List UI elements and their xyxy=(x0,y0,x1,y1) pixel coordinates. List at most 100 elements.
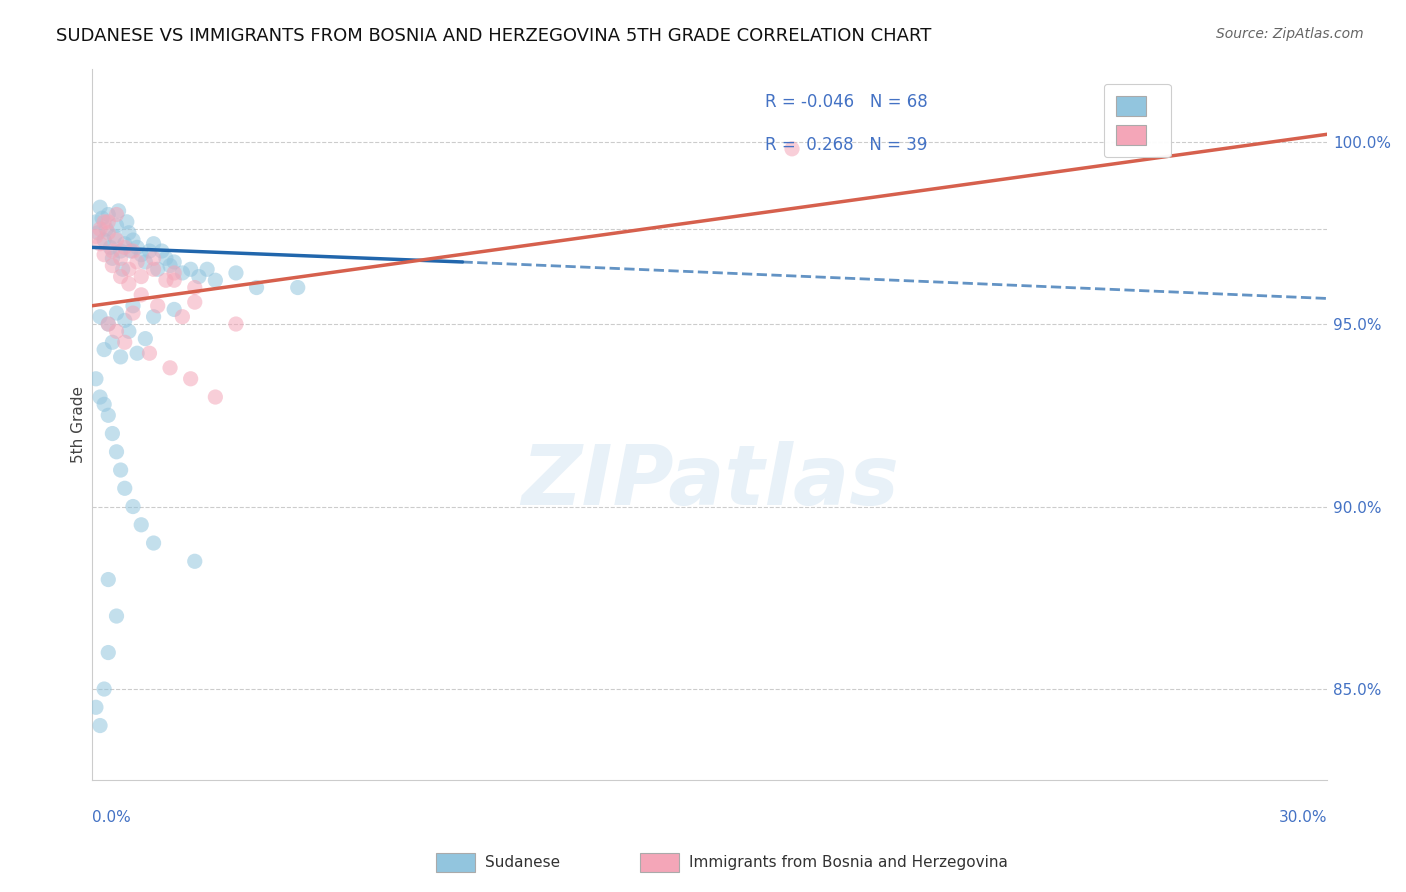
Point xyxy=(103,229,125,244)
Point xyxy=(93,681,115,696)
Point xyxy=(97,409,120,423)
Point xyxy=(97,573,120,587)
Y-axis label: 5th Grade: 5th Grade xyxy=(72,386,86,463)
Point xyxy=(163,266,186,280)
Point xyxy=(101,335,124,350)
Point xyxy=(155,273,177,287)
Point xyxy=(110,463,132,477)
Text: R = -0.046   N = 68: R = -0.046 N = 68 xyxy=(765,94,928,112)
Point xyxy=(84,700,107,714)
Point xyxy=(84,229,107,244)
Point xyxy=(89,310,111,324)
Point xyxy=(780,142,803,156)
Point xyxy=(105,609,128,624)
Point xyxy=(105,324,128,338)
Point xyxy=(105,444,128,458)
Point xyxy=(107,203,129,218)
Point xyxy=(89,200,111,214)
Point xyxy=(120,244,142,258)
Point xyxy=(110,350,132,364)
Point xyxy=(97,646,120,660)
Point xyxy=(114,313,136,327)
Point xyxy=(101,252,124,266)
Point xyxy=(159,259,181,273)
Point xyxy=(127,255,149,269)
Point xyxy=(97,208,120,222)
Point xyxy=(89,390,111,404)
Point xyxy=(142,236,165,251)
Point xyxy=(159,360,181,375)
Point xyxy=(111,262,134,277)
Point xyxy=(98,240,121,254)
Point xyxy=(97,226,120,240)
Point xyxy=(172,310,194,324)
Point xyxy=(105,233,128,247)
Point xyxy=(115,215,138,229)
Point xyxy=(110,244,132,258)
Point xyxy=(93,343,115,357)
Point xyxy=(114,481,136,495)
Point xyxy=(129,517,152,532)
Point xyxy=(118,277,141,291)
Point xyxy=(142,262,165,277)
Point xyxy=(97,215,120,229)
Point xyxy=(204,390,226,404)
Point xyxy=(110,269,132,284)
Point xyxy=(163,302,186,317)
Point xyxy=(127,346,149,360)
Point xyxy=(89,718,111,732)
Point xyxy=(142,310,165,324)
Point xyxy=(101,244,124,258)
Point xyxy=(89,236,111,251)
Point xyxy=(96,222,118,236)
Text: Sudanese: Sudanese xyxy=(485,855,560,870)
Point xyxy=(129,248,152,262)
Point xyxy=(172,266,194,280)
Point xyxy=(122,500,145,514)
Point xyxy=(93,215,115,229)
Point xyxy=(118,262,141,277)
Point xyxy=(110,252,132,266)
Point xyxy=(129,269,152,284)
Text: R =  0.268   N = 39: R = 0.268 N = 39 xyxy=(765,136,928,154)
Point xyxy=(97,317,120,331)
Point xyxy=(225,266,247,280)
Point xyxy=(129,288,152,302)
Point xyxy=(114,240,136,254)
Point xyxy=(142,536,165,550)
Point xyxy=(204,273,226,287)
Point xyxy=(287,280,309,294)
Point xyxy=(184,280,207,294)
Point xyxy=(122,233,145,247)
Point xyxy=(91,211,114,226)
Point xyxy=(84,215,107,229)
Point xyxy=(118,324,141,338)
Point xyxy=(114,335,136,350)
Text: SUDANESE VS IMMIGRANTS FROM BOSNIA AND HERZEGOVINA 5TH GRADE CORRELATION CHART: SUDANESE VS IMMIGRANTS FROM BOSNIA AND H… xyxy=(56,27,932,45)
Point xyxy=(93,233,115,247)
Point xyxy=(195,262,218,277)
Text: Source: ZipAtlas.com: Source: ZipAtlas.com xyxy=(1216,27,1364,41)
Point xyxy=(105,219,128,233)
Point xyxy=(245,280,267,294)
Text: 0.0%: 0.0% xyxy=(91,810,131,824)
Point xyxy=(163,255,186,269)
Point xyxy=(134,332,156,346)
Point xyxy=(122,306,145,320)
Point xyxy=(184,295,207,310)
Point xyxy=(105,208,128,222)
Point xyxy=(142,252,165,266)
Text: Immigrants from Bosnia and Herzegovina: Immigrants from Bosnia and Herzegovina xyxy=(689,855,1008,870)
Point xyxy=(101,426,124,441)
Point xyxy=(138,244,160,258)
Point xyxy=(89,222,111,236)
Point xyxy=(187,269,209,284)
Point xyxy=(155,252,177,266)
Point xyxy=(127,240,149,254)
Legend: , : , xyxy=(1104,84,1171,157)
Point xyxy=(163,273,186,287)
Point xyxy=(105,306,128,320)
Point xyxy=(134,255,156,269)
Text: ZIPatlas: ZIPatlas xyxy=(520,441,898,522)
Point xyxy=(180,372,202,386)
